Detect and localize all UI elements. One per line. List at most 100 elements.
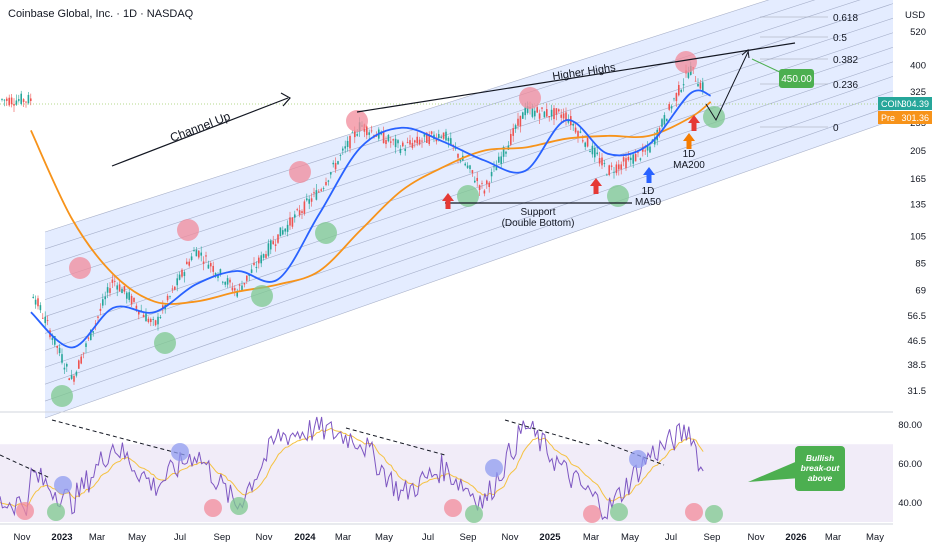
- candle-body: [310, 198, 313, 202]
- candle-body: [330, 172, 332, 175]
- rsi-tick-label: 60.00: [898, 459, 922, 470]
- candle-body: [680, 89, 682, 92]
- candle-body: [394, 138, 397, 148]
- price-tick-label: 31.5: [908, 386, 927, 397]
- candle-body: [620, 164, 622, 170]
- candle-body: [267, 243, 270, 256]
- candle-body: [666, 118, 668, 122]
- price-tick-label: 325: [910, 87, 926, 98]
- channel-up-arrowhead: [280, 92, 291, 107]
- low-circle: [51, 385, 73, 407]
- candle-body: [663, 115, 666, 125]
- price-tag-bg: [878, 97, 932, 110]
- time-tick-label: 2024: [294, 532, 316, 543]
- candle-body: [486, 180, 488, 184]
- price-tick-label: 69: [915, 285, 926, 296]
- candle-body: [440, 136, 442, 138]
- time-tick-label: Jul: [174, 532, 186, 543]
- candle-body: [387, 135, 390, 142]
- channel-up-arrow-line: [111, 97, 289, 167]
- candle-body: [442, 132, 445, 139]
- time-tick-label: 2025: [539, 532, 561, 543]
- candle-body: [582, 140, 584, 142]
- candle-body: [478, 185, 481, 190]
- time-tick-label: Mar: [583, 532, 599, 543]
- candle-body: [258, 257, 260, 264]
- candle-body: [130, 295, 133, 305]
- candle-body: [325, 182, 327, 186]
- channel-up-label: Channel Up: [168, 109, 232, 145]
- time-tick-label: Sep: [460, 532, 477, 543]
- candle-body: [85, 343, 87, 347]
- candle-body: [126, 292, 128, 299]
- fib-label: 0.5: [833, 33, 847, 44]
- candle-body: [466, 165, 469, 168]
- candle-body: [514, 125, 517, 130]
- candle-body: [231, 287, 234, 291]
- price-tick-label: 105: [910, 232, 926, 243]
- candle-body: [584, 142, 586, 147]
- candle-body: [334, 163, 337, 170]
- ma50-label: 1D: [642, 186, 655, 197]
- candle-body: [567, 119, 570, 123]
- rsi-high-circle: [685, 503, 703, 521]
- candle-body: [39, 305, 42, 311]
- candle-body: [416, 136, 418, 144]
- candle-body: [438, 133, 440, 138]
- candle-body: [702, 82, 704, 92]
- time-tick-label: Sep: [704, 532, 721, 543]
- candle-body: [558, 109, 560, 112]
- breakout-label-2: break-out: [801, 463, 841, 473]
- candle-body: [92, 331, 94, 333]
- candle-body: [450, 138, 452, 145]
- candle-body: [426, 132, 428, 143]
- candle-body: [13, 103, 15, 106]
- candle-body: [262, 254, 265, 258]
- candle-body: [517, 118, 519, 126]
- candle-body: [303, 201, 306, 214]
- price-tick-label: 135: [910, 200, 926, 211]
- candle-body: [253, 262, 255, 265]
- candle-body: [56, 345, 58, 348]
- price-axis-bg: [893, 0, 932, 550]
- candle-body: [630, 157, 632, 161]
- candle-body: [10, 97, 13, 105]
- price-tick-label: 520: [910, 27, 926, 38]
- rsi-low-circle: [610, 503, 628, 521]
- candle-body: [121, 288, 123, 294]
- time-tick-label: May: [621, 532, 639, 543]
- fib-label: 0.618: [833, 13, 858, 24]
- candle-body: [20, 93, 22, 105]
- candle-body: [111, 279, 114, 283]
- candle-body: [483, 190, 486, 194]
- projection-arrowhead: [741, 49, 750, 59]
- candle-body: [202, 261, 205, 264]
- candle-body: [639, 158, 642, 160]
- candle-body: [255, 266, 258, 269]
- candle-body: [418, 139, 421, 145]
- price-tag-name: Pre: [881, 113, 895, 123]
- candle-body: [565, 112, 567, 121]
- candle-body: [301, 211, 303, 213]
- candle-body: [176, 278, 178, 286]
- low-circle: [457, 185, 479, 207]
- high-circle: [519, 87, 541, 109]
- channel-line: [44, 76, 894, 368]
- candle-body: [152, 319, 154, 320]
- candle-body: [346, 140, 349, 147]
- ma50-up-arrow: [643, 167, 655, 183]
- candle-body: [318, 191, 320, 193]
- channel-line: [44, 90, 894, 385]
- candle-body: [476, 177, 478, 182]
- rsi-low-circle: [705, 505, 723, 523]
- price-tag-value: 304.39: [901, 99, 929, 109]
- target-connector: [751, 58, 785, 75]
- candle-body: [613, 171, 615, 173]
- candle-body: [469, 165, 471, 170]
- candle-body: [150, 318, 152, 323]
- price-tick-label: 205: [910, 146, 926, 157]
- rsi-trend-line: [345, 427, 446, 456]
- candle-body: [238, 284, 241, 286]
- candle-body: [265, 254, 267, 258]
